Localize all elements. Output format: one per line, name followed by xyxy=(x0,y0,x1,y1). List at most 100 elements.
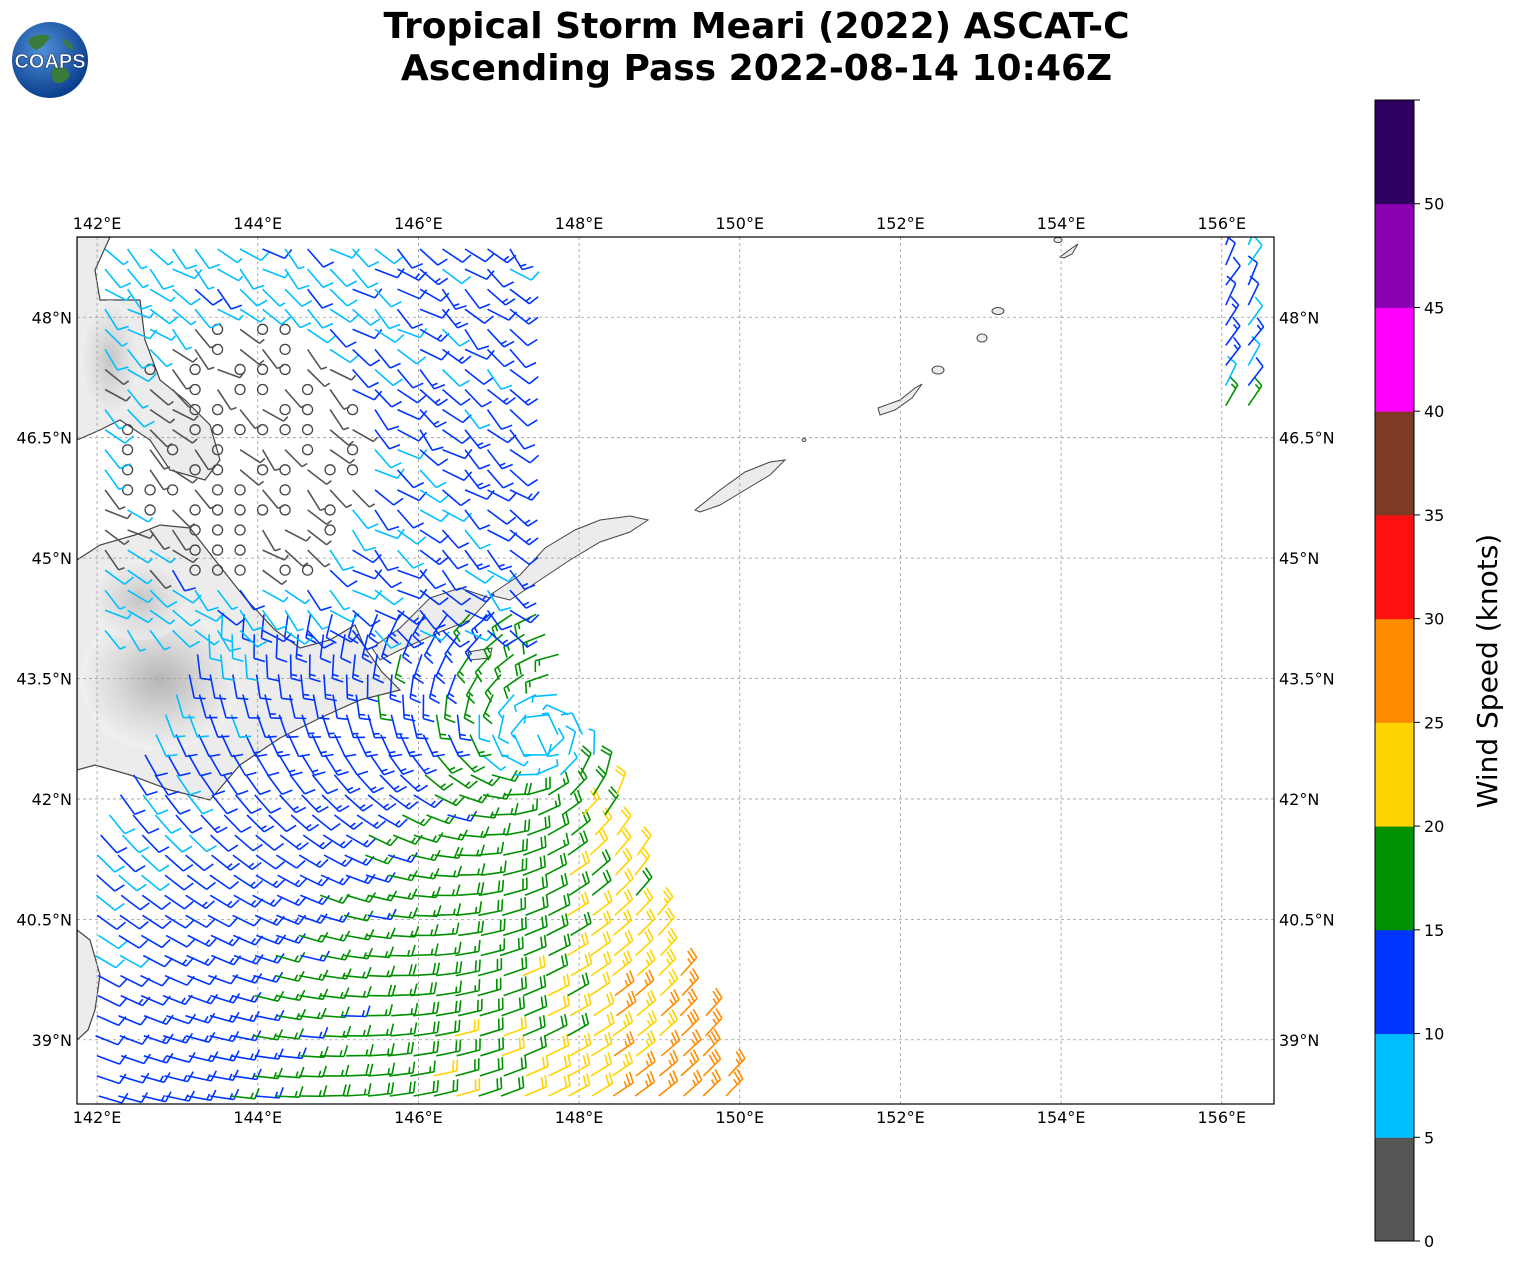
wind-barb xyxy=(352,388,383,401)
wind-barb xyxy=(104,248,129,266)
wind-barb xyxy=(231,991,262,1003)
wind-barb xyxy=(523,1034,547,1057)
wind-barb xyxy=(311,774,339,795)
wind-barb xyxy=(244,654,259,682)
wind-barb xyxy=(374,629,402,649)
wind-barb xyxy=(486,609,513,631)
wind-barb xyxy=(104,348,129,371)
wind-barb xyxy=(534,653,559,673)
wind-barb xyxy=(509,308,539,325)
wind-barb xyxy=(1247,296,1264,326)
wind-barb xyxy=(513,798,539,816)
wind-barb xyxy=(261,529,281,552)
wind-barb xyxy=(544,852,568,876)
wind-barb xyxy=(486,549,513,571)
wind-barb xyxy=(593,1011,615,1037)
wind-barb xyxy=(482,694,494,725)
wind-barb xyxy=(323,1084,351,1097)
wind-barb xyxy=(374,328,405,343)
calm-wind-marker xyxy=(211,544,224,556)
wind-barb xyxy=(524,994,548,1017)
wind-barb xyxy=(297,1007,327,1020)
wind-barb xyxy=(480,938,506,957)
wind-barb xyxy=(284,388,307,409)
wind-barb xyxy=(419,288,450,302)
wind-barb xyxy=(329,629,360,643)
calm-wind-marker xyxy=(256,464,269,476)
wind-barb xyxy=(287,734,311,758)
wind-barb xyxy=(223,774,249,796)
wind-barb xyxy=(612,949,633,977)
wind-barb xyxy=(590,951,612,977)
wind-barb xyxy=(108,814,136,835)
wind-barb xyxy=(171,248,198,270)
wind-barb xyxy=(185,1012,216,1024)
wind-barb xyxy=(185,914,216,928)
wind-barb xyxy=(172,348,198,363)
wind-barb xyxy=(634,969,655,997)
wind-barb xyxy=(567,891,590,916)
lon-tick-label-top: 142°E xyxy=(73,214,122,233)
wind-barb xyxy=(211,854,240,871)
wind-barb xyxy=(509,629,538,648)
wind-barb xyxy=(288,694,307,720)
wind-barb xyxy=(345,929,375,941)
wind-barb xyxy=(419,549,449,566)
wind-barb xyxy=(149,429,173,448)
wind-barb xyxy=(441,609,471,628)
wind-barb xyxy=(372,654,385,684)
wind-barb xyxy=(441,308,469,329)
wind-barb xyxy=(410,1060,436,1077)
wind-barb xyxy=(542,704,569,716)
wind-barb xyxy=(464,328,490,351)
wind-barb xyxy=(612,1071,634,1097)
wind-barb xyxy=(486,328,515,348)
wind-barb xyxy=(413,1080,439,1097)
wind-barb xyxy=(636,989,657,1017)
wind-barb xyxy=(352,609,381,627)
wind-barb xyxy=(223,814,252,833)
wind-barb xyxy=(524,673,549,694)
kuril-island xyxy=(976,333,988,343)
colorbar-frame xyxy=(1374,99,1415,1242)
wind-barb xyxy=(239,308,266,323)
kuril-island xyxy=(877,383,923,416)
wind-barb xyxy=(132,814,160,835)
wind-barb xyxy=(275,854,306,869)
calm-wind-marker xyxy=(279,504,291,516)
wind-barb xyxy=(637,1010,658,1037)
wind-barb xyxy=(320,874,351,886)
wind-barb xyxy=(255,674,272,701)
wind-barb xyxy=(374,528,405,540)
wind-barb xyxy=(419,609,446,630)
wind-barb xyxy=(615,990,637,1017)
wind-barb xyxy=(442,589,472,606)
wind-barb xyxy=(325,614,337,644)
wind-barb xyxy=(397,529,427,545)
lat-tick-label-left: 42°N xyxy=(32,790,72,809)
wind-barb xyxy=(200,814,228,834)
wind-barb xyxy=(658,1009,679,1037)
wind-barb xyxy=(397,588,428,600)
wind-barb xyxy=(208,754,233,777)
wind-barb xyxy=(503,956,528,977)
wind-barb xyxy=(94,954,125,969)
wind-barb xyxy=(165,934,196,948)
wind-barb xyxy=(487,388,516,405)
wind-barb xyxy=(233,954,264,965)
wind-barb xyxy=(277,874,308,888)
wind-barb xyxy=(464,308,494,324)
wind-barb xyxy=(1225,256,1241,286)
wind-barb xyxy=(284,549,309,567)
wind-barb xyxy=(141,894,172,911)
wind-barb xyxy=(410,714,429,740)
wind-barb xyxy=(369,754,395,776)
wind-barb xyxy=(232,754,257,777)
wind-barb xyxy=(266,774,293,795)
wind-barb xyxy=(634,846,651,876)
wind-barb xyxy=(149,408,176,424)
calm-wind-marker xyxy=(324,524,336,536)
wind-barb xyxy=(239,328,265,345)
wind-barb xyxy=(104,589,126,610)
wind-barb xyxy=(167,754,191,777)
